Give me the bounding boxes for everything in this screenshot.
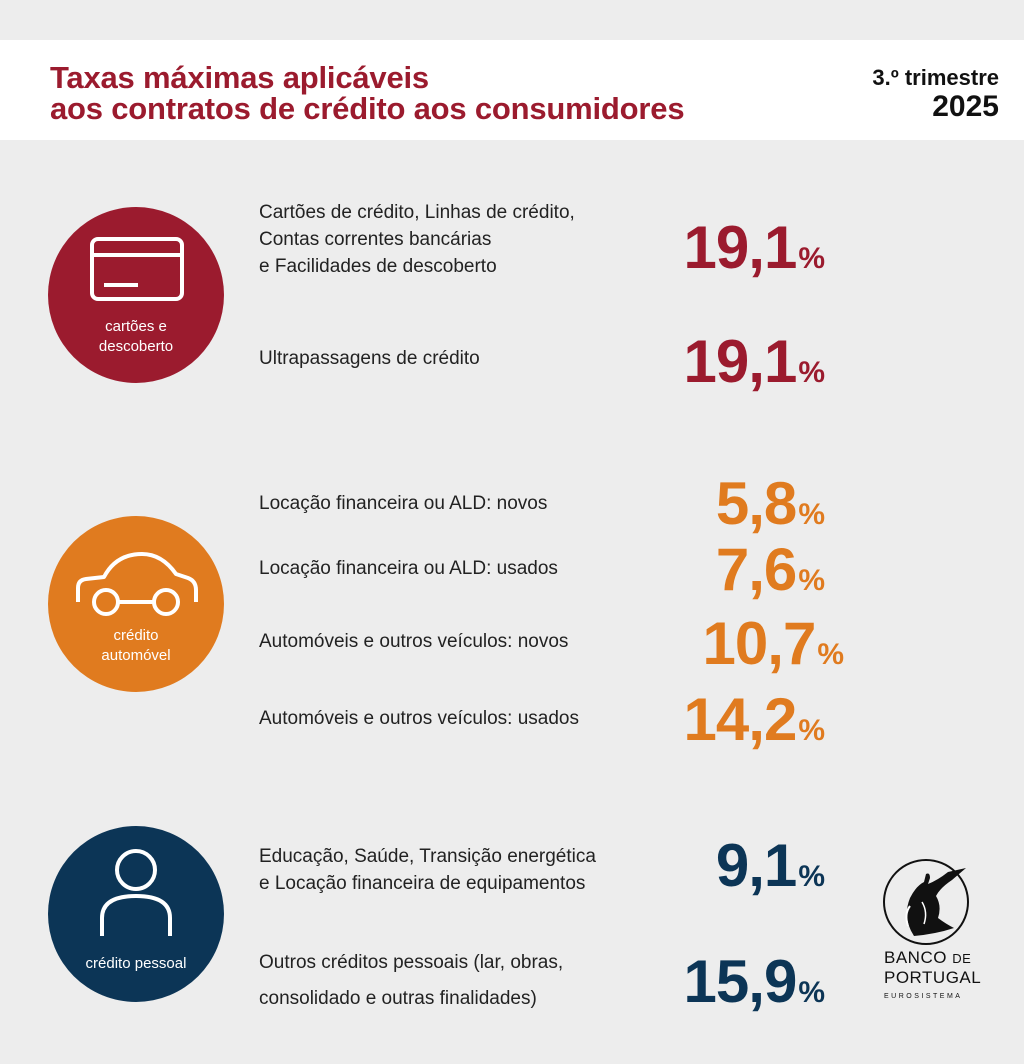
period-label: 3.º trimestre — [872, 65, 999, 90]
description-line: Automóveis e outros veículos: usados — [259, 708, 580, 729]
description-line: Cartões de crédito, Linhas de crédito, — [259, 202, 575, 223]
rate-number: 5,8 — [715, 470, 797, 537]
rate-unit: % — [798, 356, 825, 389]
rate-number: 15,9 — [683, 948, 798, 1015]
category-cards-circle: cartões e descoberto — [48, 207, 224, 383]
rate-unit: % — [798, 714, 825, 747]
rate-number: 10,7 — [702, 610, 817, 677]
description-line: e Locação financeira de equipamentos — [259, 873, 586, 894]
logo-text-line2: PORTUGAL — [884, 968, 982, 987]
page-title-line1: Taxas máximas aplicáveis — [50, 60, 429, 95]
category-label: crédito — [113, 627, 159, 644]
rate-value: 14,2% — [684, 690, 825, 761]
person-icon — [100, 849, 172, 936]
rate-number: 19,1 — [683, 214, 798, 281]
header-banner: Taxas máximas aplicáveis aos contratos d… — [0, 40, 1024, 140]
page-title-line2: aos contratos de crédito aos consumidore… — [50, 91, 685, 126]
rate-value: 10,7% — [703, 614, 844, 685]
rate-description: Educação, Saúde, Transição energética e … — [259, 843, 596, 897]
period-year: 2025 — [932, 90, 999, 123]
rate-unit: % — [798, 242, 825, 275]
car-icon — [76, 552, 198, 616]
rate-description: Ultrapassagens de crédito — [259, 345, 480, 372]
rate-unit: % — [817, 638, 844, 671]
category-personal-circle: crédito pessoal — [48, 826, 224, 1002]
rate-description: Locação financeira ou ALD: novos — [259, 490, 547, 517]
rate-value: 5,8% — [716, 474, 825, 545]
rate-number: 19,1 — [683, 328, 798, 395]
description-line: Outros créditos pessoais (lar, obras, — [259, 952, 564, 973]
rate-value: 9,1% — [716, 836, 825, 907]
rate-value: 19,1% — [684, 218, 825, 289]
category-label: descoberto — [98, 338, 174, 355]
description-line: Automóveis e outros veículos: novos — [259, 631, 569, 652]
description-line: Locação financeira ou ALD: usados — [259, 558, 558, 579]
rate-unit: % — [798, 498, 825, 531]
description-line: Locação financeira ou ALD: novos — [259, 493, 548, 514]
logo-text-line1: BANCO DE — [884, 948, 971, 968]
rate-description: Automóveis e outros veículos: usados — [259, 705, 579, 732]
description-line: e Facilidades de descoberto — [259, 256, 497, 277]
rate-description: Locação financeira ou ALD: usados — [259, 555, 558, 582]
rate-unit: % — [798, 564, 825, 597]
description-line: Contas correntes bancárias — [259, 229, 492, 250]
rate-description: Outros créditos pessoais (lar, obras, co… — [259, 945, 563, 1017]
category-label: automóvel — [101, 647, 171, 664]
description-line: Educação, Saúde, Transição energética — [259, 846, 596, 867]
rate-value: 19,1% — [684, 332, 825, 403]
rate-number: 14,2 — [683, 686, 798, 753]
bank-logo-seal — [883, 859, 969, 945]
logo-text-line3: EUROSISTEMA — [884, 993, 963, 1000]
logo-word: DE — [952, 951, 972, 966]
rate-unit: % — [798, 860, 825, 893]
rate-value: 7,6% — [716, 540, 825, 611]
rate-unit: % — [798, 976, 825, 1009]
rate-number: 9,1 — [715, 832, 797, 899]
rate-number: 7,6 — [715, 536, 797, 603]
rate-value: 15,9% — [684, 952, 825, 1023]
description-line: consolidado e outras finalidades) — [259, 988, 537, 1009]
logo-word: BANCO — [884, 948, 947, 967]
description-line: Ultrapassagens de crédito — [259, 348, 480, 369]
rate-description: Automóveis e outros veículos: novos — [259, 628, 568, 655]
credit-card-icon — [90, 237, 184, 301]
category-auto-circle: crédito automóvel — [48, 516, 224, 692]
category-label: crédito pessoal — [85, 955, 187, 972]
rate-description: Cartões de crédito, Linhas de crédito, C… — [259, 199, 575, 280]
category-label: cartões e — [105, 318, 167, 335]
